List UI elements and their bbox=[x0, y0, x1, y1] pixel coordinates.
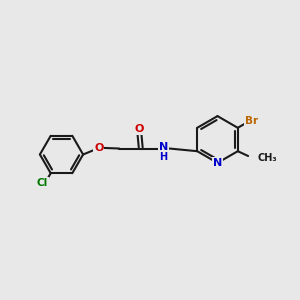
Text: H: H bbox=[159, 152, 168, 162]
Text: Br: Br bbox=[245, 116, 258, 126]
Text: O: O bbox=[135, 124, 144, 134]
Text: CH₃: CH₃ bbox=[258, 153, 278, 164]
Text: O: O bbox=[94, 143, 104, 153]
Text: N: N bbox=[159, 142, 168, 152]
Text: Cl: Cl bbox=[37, 178, 48, 188]
Text: N: N bbox=[213, 158, 222, 168]
